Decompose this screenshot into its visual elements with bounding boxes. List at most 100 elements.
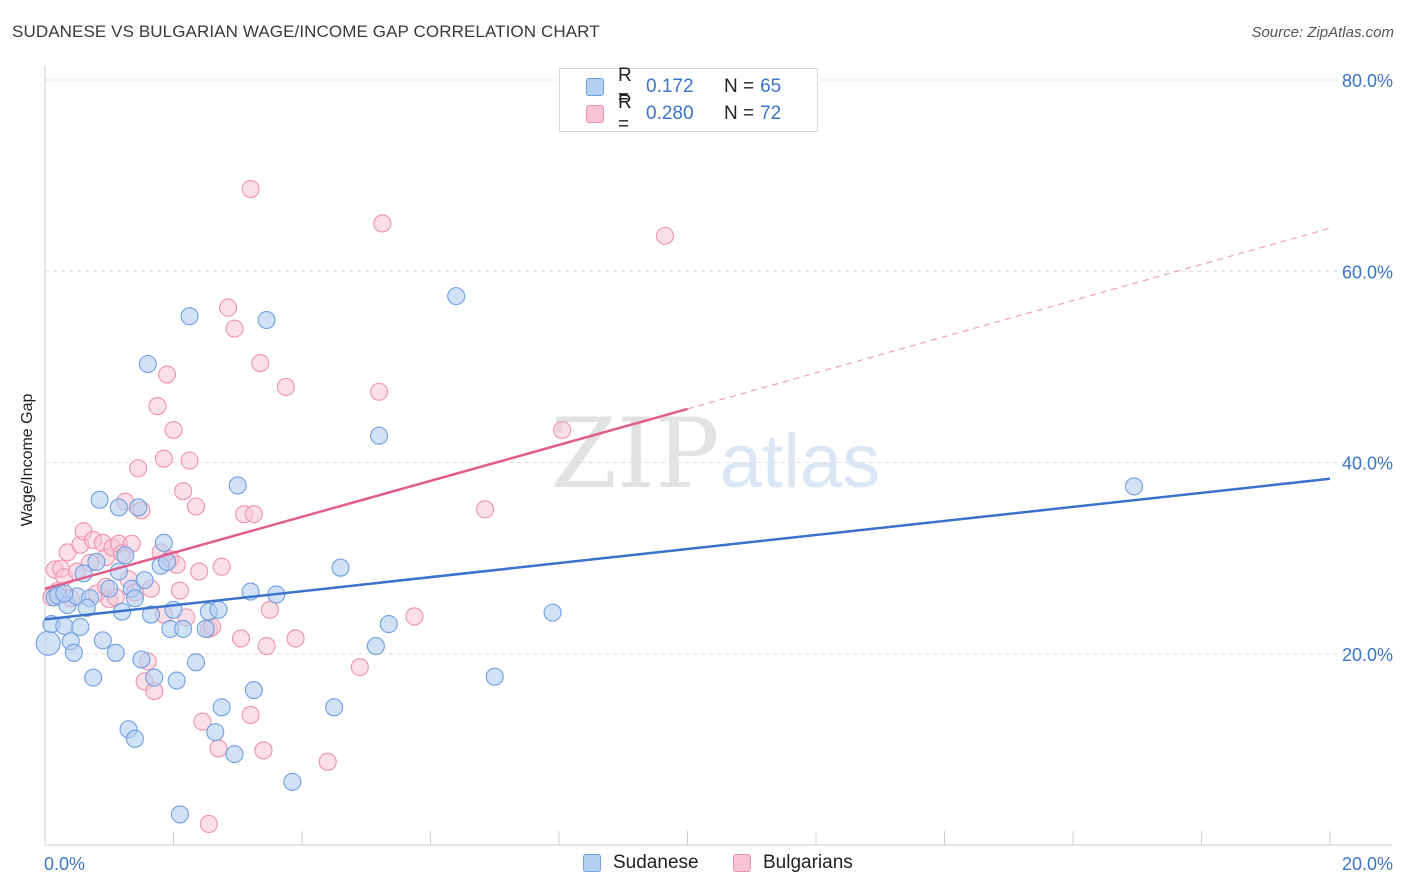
sudanese-point — [196, 619, 215, 638]
watermark-zip: ZIP — [550, 398, 719, 510]
sudanese-point — [87, 552, 106, 572]
bulgarians-point — [212, 557, 231, 576]
sudanese-point — [1124, 477, 1144, 496]
sudanese-point — [209, 600, 228, 619]
sudanese-point — [100, 579, 119, 598]
bulgarians-point — [553, 420, 572, 440]
bulgarians-point — [260, 600, 279, 619]
sudanese-point — [325, 698, 344, 717]
bulgarians-point — [190, 562, 209, 581]
legend-item-bulgarians[interactable]: Bulgarians — [733, 852, 853, 874]
bulgarians-point — [405, 607, 424, 626]
bulgarians-point — [174, 482, 193, 501]
bulgarians-point — [129, 459, 148, 478]
bulgarians-point — [158, 365, 177, 384]
sudanese-point — [84, 668, 103, 687]
bulgarians-legend-label: Bulgarians — [763, 852, 853, 873]
bulgarians-point — [251, 353, 270, 373]
sudanese-trend-line — [44, 477, 1331, 621]
n-label: N = — [724, 76, 755, 97]
series-legend: Sudanese Bulgarians — [0, 852, 1406, 876]
bulgarians-trend-extension — [687, 227, 1331, 410]
sudanese-point — [90, 490, 109, 509]
r-label: R = — [618, 65, 632, 108]
correlation-legend: R = 0.172 N = 65 R = 0.280 N = 72 — [559, 65, 818, 135]
sudanese-point — [225, 745, 244, 764]
sudanese-swatch — [586, 78, 604, 96]
bulgarians-point — [180, 451, 199, 470]
bulgarians-point — [219, 298, 238, 317]
sudanese-point — [64, 643, 83, 662]
bulgarians-point — [225, 319, 244, 338]
bulgarians-point — [257, 637, 276, 656]
sudanese-point — [109, 498, 128, 517]
bulgarians-point — [199, 814, 218, 834]
sudanese-point — [55, 616, 74, 636]
sudanese-point — [141, 605, 161, 624]
sudanese-point — [154, 533, 173, 552]
sudanese-point — [125, 729, 144, 748]
sudanese-point — [129, 498, 148, 517]
bulgarians-point — [193, 712, 212, 731]
sudanese-point — [174, 619, 193, 638]
x-tick-label-max: 20.0% — [1342, 854, 1393, 874]
sudanese-point — [138, 354, 157, 374]
axes — [44, 66, 1392, 846]
bulgarians-point — [254, 741, 273, 760]
bulgarians-point — [170, 581, 189, 600]
sudanese-legend-label: Sudanese — [613, 852, 699, 873]
y-tick-label: 80.0% — [1342, 71, 1393, 91]
y-tick-label: 60.0% — [1342, 262, 1393, 282]
sudanese-points — [35, 287, 1144, 824]
y-tick-label: 40.0% — [1342, 454, 1393, 474]
bulgarians-legend-swatch — [733, 854, 751, 872]
bulgarians-swatch — [586, 105, 604, 123]
n-label: N = — [724, 103, 755, 124]
r-label: R = — [618, 92, 632, 135]
bulgarians-point — [241, 705, 260, 725]
watermark: ZIP atlas — [550, 398, 880, 510]
sudanese-point — [132, 650, 151, 669]
sudanese-point — [145, 668, 164, 687]
bulgarians-point — [476, 500, 495, 519]
bulgarians-point — [154, 449, 173, 468]
sudanese-point — [71, 617, 90, 637]
bulgarians-point — [148, 397, 167, 416]
tick-labels: 20.0% 40.0% 60.0% 80.0% 0.0% 20.0% — [44, 71, 1393, 874]
sudanese-point — [55, 584, 74, 603]
bulgarians-point — [231, 629, 251, 648]
sudanese-point — [244, 681, 263, 700]
bulgarians-point — [373, 214, 392, 233]
sudanese-point — [170, 805, 189, 824]
legend-row-bulgarians: R = 0.280 N = 72 — [586, 92, 782, 135]
sudanese-point — [35, 630, 61, 656]
sudanese-point — [93, 631, 112, 650]
sudanese-point — [447, 287, 466, 306]
watermark-atlas: atlas — [720, 419, 881, 504]
sudanese-point — [167, 671, 186, 690]
sudanese-point — [77, 598, 96, 617]
sudanese-point — [379, 615, 398, 634]
x-tick-label-min: 0.0% — [44, 854, 85, 874]
sudanese-point — [135, 571, 154, 590]
bulgarians-trend-line — [44, 407, 688, 590]
bulgarians-point — [286, 629, 305, 648]
bulgarians-point — [370, 382, 389, 401]
trend-lines — [44, 227, 1331, 621]
sudanese-point — [206, 723, 225, 742]
legend-item-sudanese[interactable]: Sudanese — [583, 852, 699, 874]
bulgarians-r-value: 0.280 — [646, 103, 694, 124]
sudanese-point — [257, 310, 276, 330]
bulgarians-point — [241, 179, 260, 199]
bulgarians-point — [164, 420, 183, 440]
bulgarians-point — [244, 505, 263, 524]
sudanese-point — [331, 558, 350, 577]
sudanese-point — [366, 637, 385, 656]
source-label: Source: ZipAtlas.com — [1251, 24, 1394, 41]
bulgarians-point — [186, 497, 206, 516]
sudanese-point — [283, 772, 302, 791]
sudanese-n-value: 65 — [760, 76, 782, 97]
bulgarians-n-value: 72 — [760, 103, 782, 124]
sudanese-r-value: 0.172 — [646, 76, 694, 97]
